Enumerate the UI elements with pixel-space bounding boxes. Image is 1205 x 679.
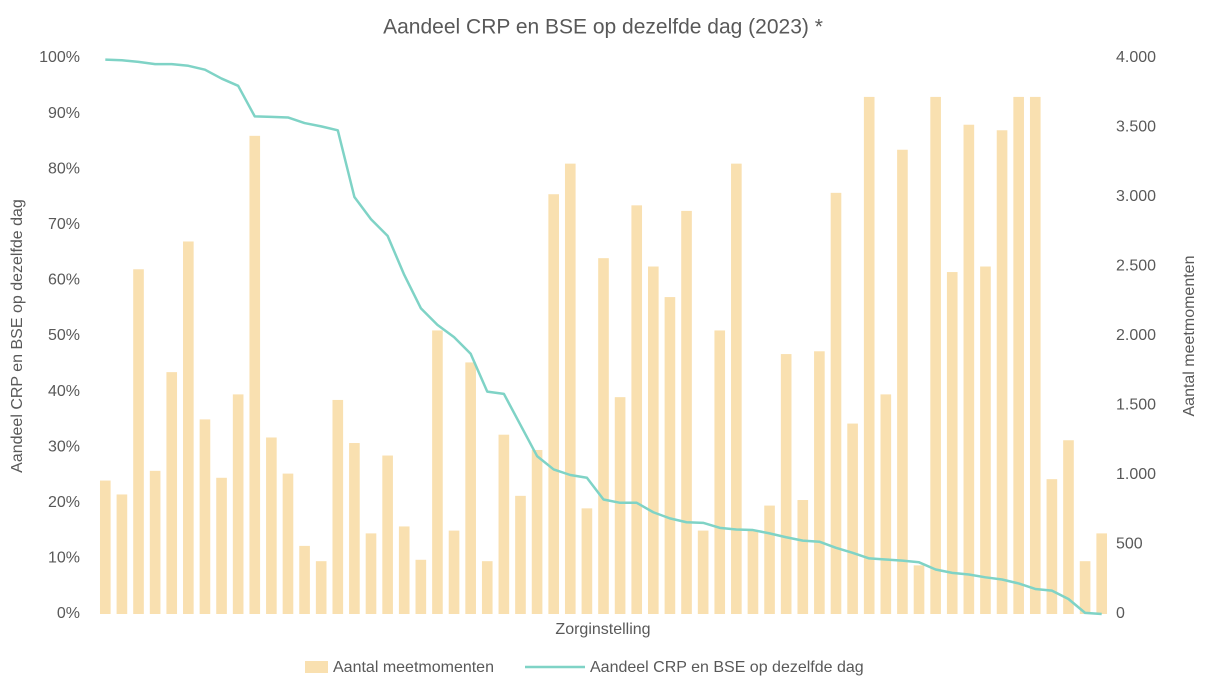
bar — [332, 399, 344, 614]
bar — [498, 434, 510, 614]
bar — [149, 470, 161, 614]
y-tick-label: 30% — [48, 438, 80, 455]
bar — [465, 362, 476, 614]
legend-swatch — [305, 661, 328, 673]
y2-tick-label: 0 — [1116, 605, 1125, 622]
bar — [183, 241, 194, 615]
y2-tick-label: 4.000 — [1116, 49, 1156, 66]
bar — [432, 330, 443, 614]
bar — [216, 477, 227, 614]
bar — [266, 437, 277, 614]
bar — [1029, 96, 1041, 615]
bar — [548, 194, 559, 614]
bar — [897, 149, 908, 615]
legend-label: Aantal meetmomenten — [333, 659, 494, 676]
y2-tick-label: 3.500 — [1116, 119, 1156, 136]
bar — [116, 494, 128, 614]
bar — [1096, 533, 1108, 614]
y-axis-label: Aandeel CRP en BSE op dezelfde dag — [9, 199, 26, 473]
bar — [913, 565, 925, 614]
bar — [996, 130, 1008, 614]
bar — [515, 495, 526, 614]
bar — [282, 473, 294, 614]
y2-axis-label: Aantal meetmomenten — [1181, 256, 1198, 417]
chart-title: Aandeel CRP en BSE op dezelfde dag (2023… — [383, 16, 823, 39]
bar — [299, 545, 310, 614]
bar — [764, 505, 775, 614]
bar — [863, 96, 875, 615]
y-tick-label: 80% — [48, 160, 80, 177]
y-tick-label: 50% — [48, 327, 80, 344]
bar — [731, 163, 742, 614]
bar — [830, 192, 842, 614]
bar — [99, 480, 111, 614]
bar — [747, 530, 759, 614]
bar — [199, 419, 211, 614]
bar — [531, 449, 543, 614]
y-tick-label: 20% — [48, 494, 80, 511]
bar — [581, 508, 593, 614]
bar — [814, 351, 825, 614]
bar — [681, 210, 692, 614]
bar — [564, 163, 576, 614]
y2-tick-label: 2.000 — [1116, 327, 1156, 344]
y-tick-label: 40% — [48, 383, 80, 400]
legend-label: Aandeel CRP en BSE op dezelfde dag — [590, 659, 864, 676]
y-tick-label: 10% — [48, 550, 80, 567]
bar — [1063, 440, 1074, 614]
bar — [631, 205, 643, 614]
bar — [963, 124, 975, 614]
bar — [847, 423, 858, 614]
bar — [382, 455, 393, 614]
bar — [398, 526, 410, 614]
bar — [481, 561, 493, 614]
bar — [1079, 561, 1091, 614]
bar — [780, 354, 792, 614]
line — [105, 58, 1102, 616]
y2-tick-label: 1.500 — [1116, 397, 1156, 414]
y-tick-label: 70% — [48, 216, 80, 233]
bar — [880, 394, 892, 614]
bar — [614, 397, 626, 614]
y-tick-label: 60% — [48, 272, 80, 289]
bar — [349, 443, 360, 614]
bar — [980, 266, 991, 614]
bar — [664, 297, 676, 614]
y2-tick-label: 2.500 — [1116, 258, 1156, 275]
bar — [133, 269, 144, 614]
bar — [249, 135, 261, 614]
bar — [946, 272, 958, 614]
y-tick-label: 0% — [57, 605, 80, 622]
y-tick-label: 90% — [48, 105, 80, 122]
bar — [797, 500, 809, 614]
bar — [365, 533, 377, 614]
y-tick-label: 100% — [39, 49, 80, 66]
bar — [598, 258, 609, 614]
bar — [930, 96, 941, 615]
x-axis-label: Zorginstelling — [555, 621, 650, 638]
bar — [697, 530, 709, 614]
bar — [1046, 479, 1058, 614]
bar — [1013, 96, 1024, 615]
bar — [648, 266, 659, 614]
bar — [232, 394, 244, 614]
y2-tick-label: 500 — [1116, 536, 1143, 553]
bar — [714, 330, 726, 614]
y2-tick-label: 1.000 — [1116, 466, 1156, 483]
bar — [415, 559, 427, 614]
bar — [166, 372, 178, 614]
bar — [315, 561, 327, 614]
y2-tick-label: 3.000 — [1116, 188, 1156, 205]
bar — [448, 530, 460, 614]
